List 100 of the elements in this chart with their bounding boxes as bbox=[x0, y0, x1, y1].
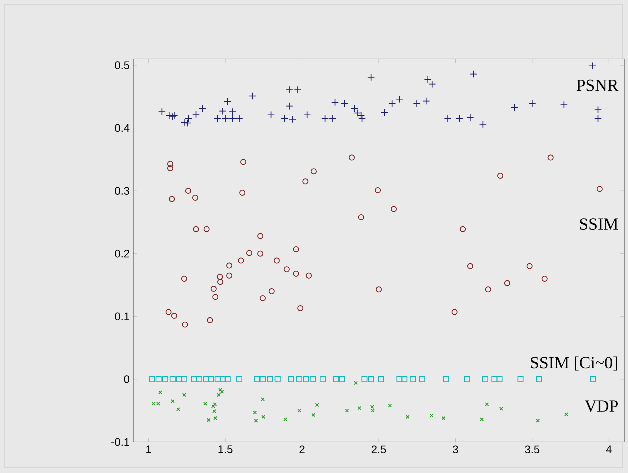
point bbox=[236, 376, 243, 382]
point bbox=[370, 405, 374, 410]
x-tick-label: 2 bbox=[300, 446, 305, 454]
point bbox=[156, 376, 162, 382]
point bbox=[467, 263, 474, 270]
point bbox=[396, 96, 404, 104]
point bbox=[464, 376, 470, 382]
point bbox=[304, 111, 312, 119]
point bbox=[560, 101, 568, 109]
point bbox=[196, 376, 202, 382]
point bbox=[310, 376, 316, 382]
point bbox=[368, 376, 374, 382]
point bbox=[303, 376, 310, 382]
point bbox=[193, 226, 200, 232]
point bbox=[422, 98, 430, 106]
point bbox=[456, 115, 464, 123]
point bbox=[526, 263, 533, 270]
point bbox=[452, 309, 458, 316]
point bbox=[274, 258, 280, 264]
point bbox=[485, 286, 492, 293]
point bbox=[536, 376, 542, 382]
point bbox=[171, 313, 178, 320]
x-tick-label: 1 bbox=[146, 446, 152, 454]
point bbox=[204, 226, 210, 232]
point bbox=[181, 276, 188, 282]
point bbox=[410, 376, 416, 382]
point bbox=[238, 258, 244, 264]
point bbox=[191, 376, 198, 382]
point bbox=[167, 165, 174, 172]
y-tick-label: -0.1 bbox=[112, 438, 130, 446]
point bbox=[388, 404, 392, 408]
point bbox=[470, 70, 478, 78]
series-label: SSIM [Ci~0] bbox=[531, 356, 618, 371]
point bbox=[331, 98, 340, 106]
point bbox=[296, 376, 303, 382]
point bbox=[511, 104, 519, 112]
point bbox=[240, 190, 246, 196]
point bbox=[212, 294, 219, 300]
point bbox=[169, 196, 176, 202]
point bbox=[548, 154, 554, 161]
point bbox=[528, 100, 536, 108]
point bbox=[246, 250, 252, 256]
point bbox=[192, 110, 200, 118]
point bbox=[236, 115, 244, 123]
point bbox=[320, 376, 326, 382]
point bbox=[218, 279, 224, 286]
point bbox=[298, 305, 304, 312]
point bbox=[185, 188, 192, 194]
point bbox=[329, 115, 337, 123]
point bbox=[286, 102, 294, 110]
point bbox=[166, 112, 174, 120]
point bbox=[594, 106, 602, 114]
point bbox=[376, 286, 382, 293]
point bbox=[180, 118, 188, 126]
point bbox=[222, 115, 230, 123]
point bbox=[480, 418, 484, 422]
point bbox=[208, 376, 214, 382]
point bbox=[162, 376, 168, 382]
y-tick-label: 0.3 bbox=[115, 187, 130, 195]
point bbox=[210, 286, 217, 292]
point bbox=[170, 399, 175, 404]
point bbox=[258, 233, 264, 240]
point bbox=[349, 154, 355, 161]
point bbox=[466, 114, 474, 122]
point bbox=[293, 270, 300, 277]
point bbox=[214, 115, 222, 123]
point bbox=[339, 376, 346, 382]
point bbox=[229, 115, 237, 123]
point bbox=[294, 86, 302, 94]
point bbox=[167, 161, 174, 168]
point bbox=[460, 226, 466, 232]
point bbox=[166, 309, 172, 316]
point bbox=[402, 376, 408, 382]
point bbox=[220, 376, 226, 382]
point bbox=[362, 376, 368, 382]
x-tick-label: 4 bbox=[606, 446, 612, 454]
y-tick-label: 0.4 bbox=[115, 124, 130, 132]
point bbox=[260, 376, 266, 382]
point bbox=[249, 92, 257, 100]
point bbox=[293, 246, 300, 252]
x-tick-label: 3 bbox=[453, 446, 458, 454]
point bbox=[226, 272, 233, 279]
y-tick-label: 0.1 bbox=[115, 312, 130, 321]
y-tick-label: 0.2 bbox=[115, 250, 130, 258]
point bbox=[185, 115, 193, 123]
point bbox=[182, 322, 188, 328]
point bbox=[496, 376, 503, 382]
point bbox=[268, 288, 275, 295]
point bbox=[419, 376, 426, 382]
point bbox=[274, 376, 281, 382]
point bbox=[388, 100, 396, 108]
point bbox=[267, 111, 276, 119]
point bbox=[322, 115, 330, 123]
point bbox=[368, 74, 376, 82]
point bbox=[184, 119, 192, 128]
point bbox=[443, 376, 450, 382]
point bbox=[176, 408, 180, 412]
point bbox=[350, 105, 358, 113]
point bbox=[588, 62, 596, 70]
point bbox=[181, 376, 188, 382]
